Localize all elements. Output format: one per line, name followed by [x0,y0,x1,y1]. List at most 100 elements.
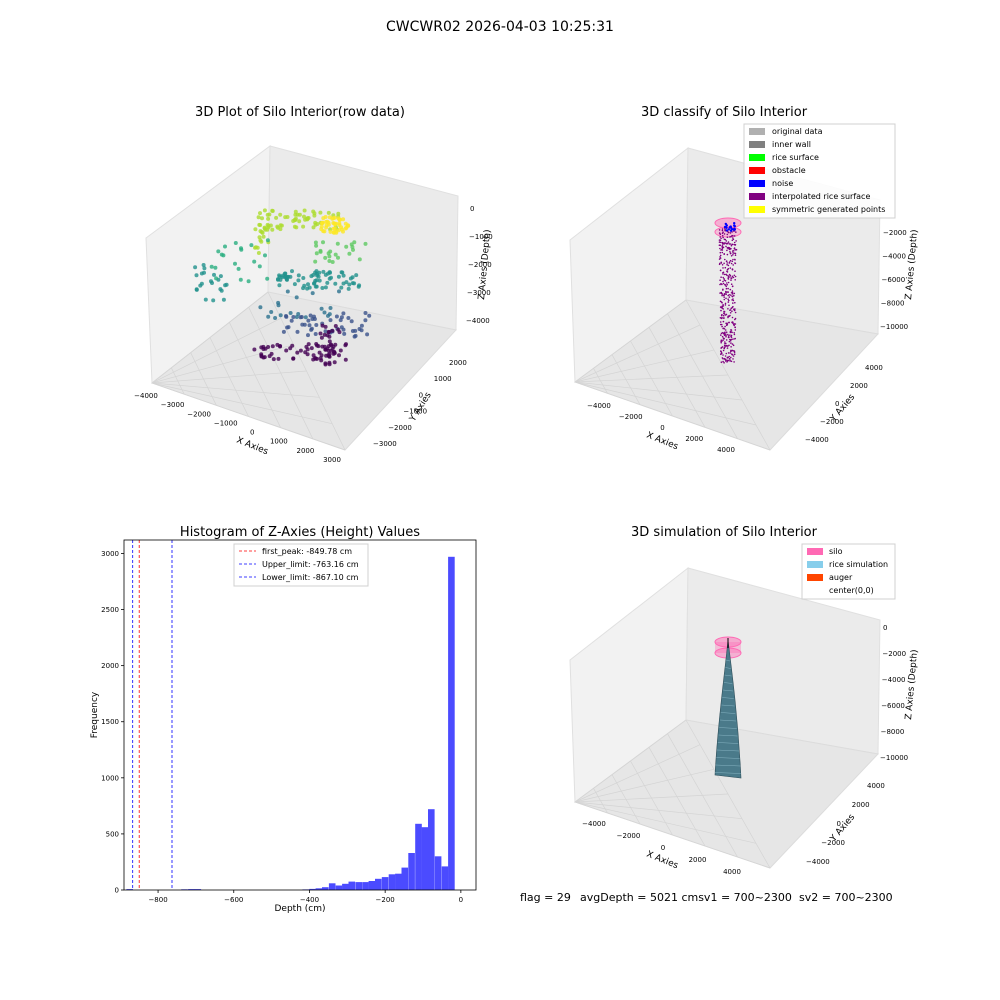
raw-grid [151,291,346,451]
raw-point [323,329,328,334]
classify-point [730,342,732,344]
classify-point [720,352,723,355]
raw-point [330,328,335,333]
raw-x-tick-label: 0 [250,429,254,437]
sim-rice-surface [714,636,742,779]
classify-point [728,262,731,264]
raw-point [326,271,330,276]
classify-point [724,355,727,357]
raw-point [309,326,314,331]
raw-point [300,322,305,327]
raw-point [333,281,338,286]
classify-point [721,346,724,348]
raw-point [252,347,257,352]
simulation-legend-label: rice simulation [829,560,888,569]
raw-point [314,269,319,274]
raw-point [338,348,343,353]
classify-point [731,299,733,301]
raw-point [305,352,310,357]
raw-x-tick-label: −4000 [134,392,158,400]
raw-point [193,265,198,270]
raw-point [294,225,299,230]
raw-point [318,249,323,254]
classify-point [732,252,734,254]
raw-point [314,284,319,289]
histogram-x-axis-label: Depth (cm) [274,904,325,914]
raw-point [218,274,223,279]
classify-point [722,327,724,330]
classify-point [719,279,721,282]
raw-point [296,273,301,278]
classify-point [719,244,722,247]
classify-point [721,264,724,266]
classify-legend-label: symmetric generated points [772,205,885,214]
raw-point [216,249,221,254]
classify-point [726,283,728,286]
classify-y-tick-label: −2000 [820,418,844,426]
raw-point [253,227,258,232]
classify-point [724,341,726,343]
raw-point [326,210,331,215]
raw-point [219,288,224,293]
raw-point [202,270,206,275]
raw-point [285,289,290,294]
raw-point [258,211,262,216]
raw-point [343,226,348,231]
classify-point [729,314,731,317]
histogram-legend: first_peak: -849.78 cm Upper_limit: -763.… [233,543,369,587]
raw-point [263,346,268,351]
classify-point [720,314,723,317]
raw-x-ticks: −4000−3000−2000−1000 0 1000 2000 3000 [134,392,341,464]
classify-point [720,347,722,349]
raw-point [349,319,354,324]
classify-point [731,277,733,279]
raw-y-tick-label: −2000 [388,424,412,432]
raw-point [239,246,243,251]
histogram-y-tick-label: 1500 [101,718,119,726]
classify-point [725,342,727,345]
classify-legend-swatch [749,180,765,187]
classify-point [718,263,721,266]
classify-point [729,359,731,362]
raw-point [291,315,296,319]
raw-point [275,224,280,229]
classify-point [727,276,730,279]
classify-point [719,247,721,250]
raw-point [323,347,328,352]
raw-point [258,305,263,310]
raw-point [338,217,342,222]
raw-point [266,314,271,319]
classify-point [732,238,735,241]
raw-point [323,362,328,367]
sim-mesh-line [725,659,731,662]
classify-point [734,275,737,278]
raw-point [221,297,226,302]
classify-point [727,264,730,267]
classify-point [731,293,734,295]
classify-point [731,239,734,242]
classify-point [731,343,734,345]
raw-x-tick-label: −1000 [214,419,238,427]
sim-z-tick-label: −8000 [881,728,905,736]
raw-scatter-title: 3D Plot of Silo Interior(row data) [195,105,405,120]
raw-point [351,247,355,252]
raw-point [314,251,319,256]
raw-point [317,350,322,355]
raw-point [323,255,328,260]
classify-point [721,249,724,251]
raw-point [257,235,262,240]
raw-point [310,291,315,296]
classify-point [723,296,725,298]
raw-point [203,297,208,302]
classify-y-tick-label: 0 [835,400,839,408]
raw-point [278,212,283,217]
raw-point [336,327,341,332]
classify-point [719,256,721,258]
histogram-bar [368,881,376,890]
classify-point [728,321,730,324]
classify-point [722,271,725,274]
histogram-bar [448,556,455,890]
raw-z-tick-label: −1000 [469,233,493,241]
classify-point [723,362,725,364]
raw-point [303,315,308,320]
